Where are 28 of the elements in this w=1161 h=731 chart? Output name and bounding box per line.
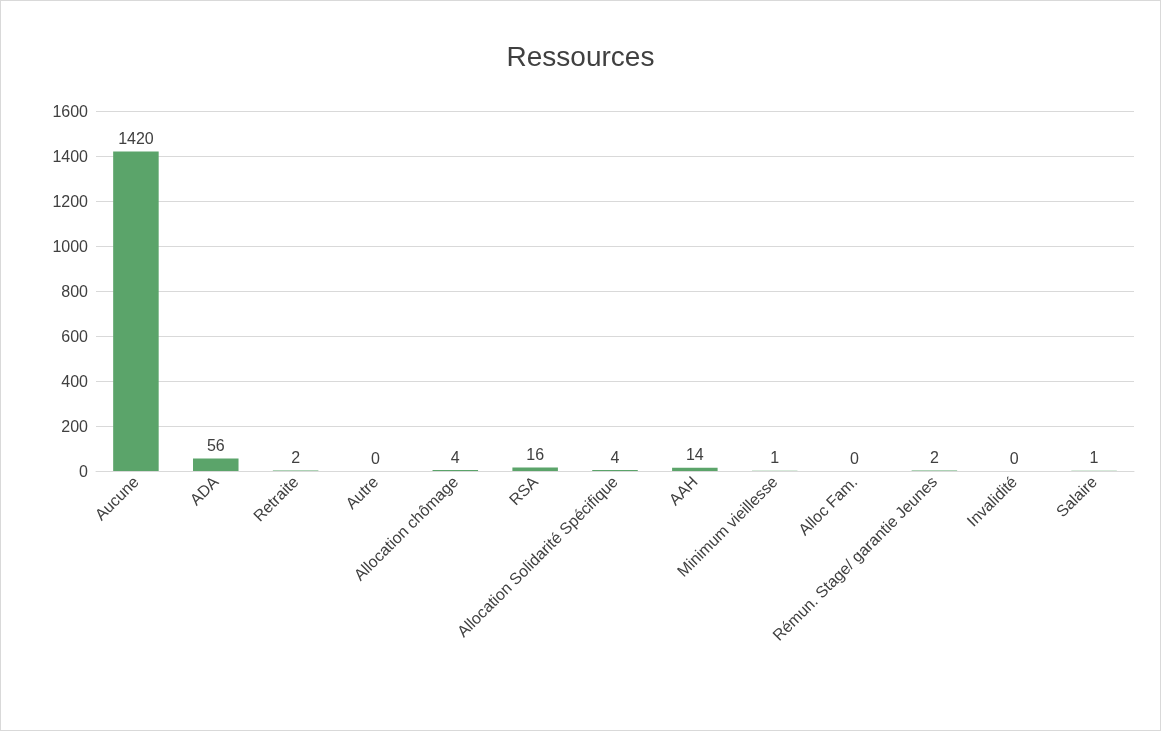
data-label: 2 xyxy=(929,449,939,467)
data-label: 2 xyxy=(291,449,301,467)
y-tick-label: 1400 xyxy=(52,147,89,165)
chart-title: Ressources xyxy=(506,40,655,72)
data-label: 4 xyxy=(450,448,460,466)
data-label: 1 xyxy=(770,449,780,467)
y-tick-label: 0 xyxy=(79,462,89,480)
data-label: 1 xyxy=(1089,449,1099,467)
y-tick-label: 200 xyxy=(61,417,89,435)
bar xyxy=(672,467,718,471)
data-label: 56 xyxy=(206,436,225,454)
bar xyxy=(193,458,239,471)
y-tick-label: 600 xyxy=(61,327,89,345)
data-label: 0 xyxy=(1009,449,1019,467)
data-label: 1420 xyxy=(118,130,154,147)
data-label: 0 xyxy=(371,449,381,467)
x-tick-label: RSA xyxy=(505,472,542,509)
data-label: 14 xyxy=(685,446,704,464)
y-tick-label: 400 xyxy=(61,372,89,390)
y-tick-label: 1200 xyxy=(52,192,89,210)
data-label: 16 xyxy=(526,445,545,463)
y-tick-label: 800 xyxy=(61,282,89,300)
bar xyxy=(512,467,558,471)
y-tick-label: 1600 xyxy=(52,102,89,120)
y-tick-label: 1000 xyxy=(52,237,89,255)
bar xyxy=(113,151,159,471)
data-label: 4 xyxy=(610,448,620,466)
data-label: 0 xyxy=(850,449,860,467)
